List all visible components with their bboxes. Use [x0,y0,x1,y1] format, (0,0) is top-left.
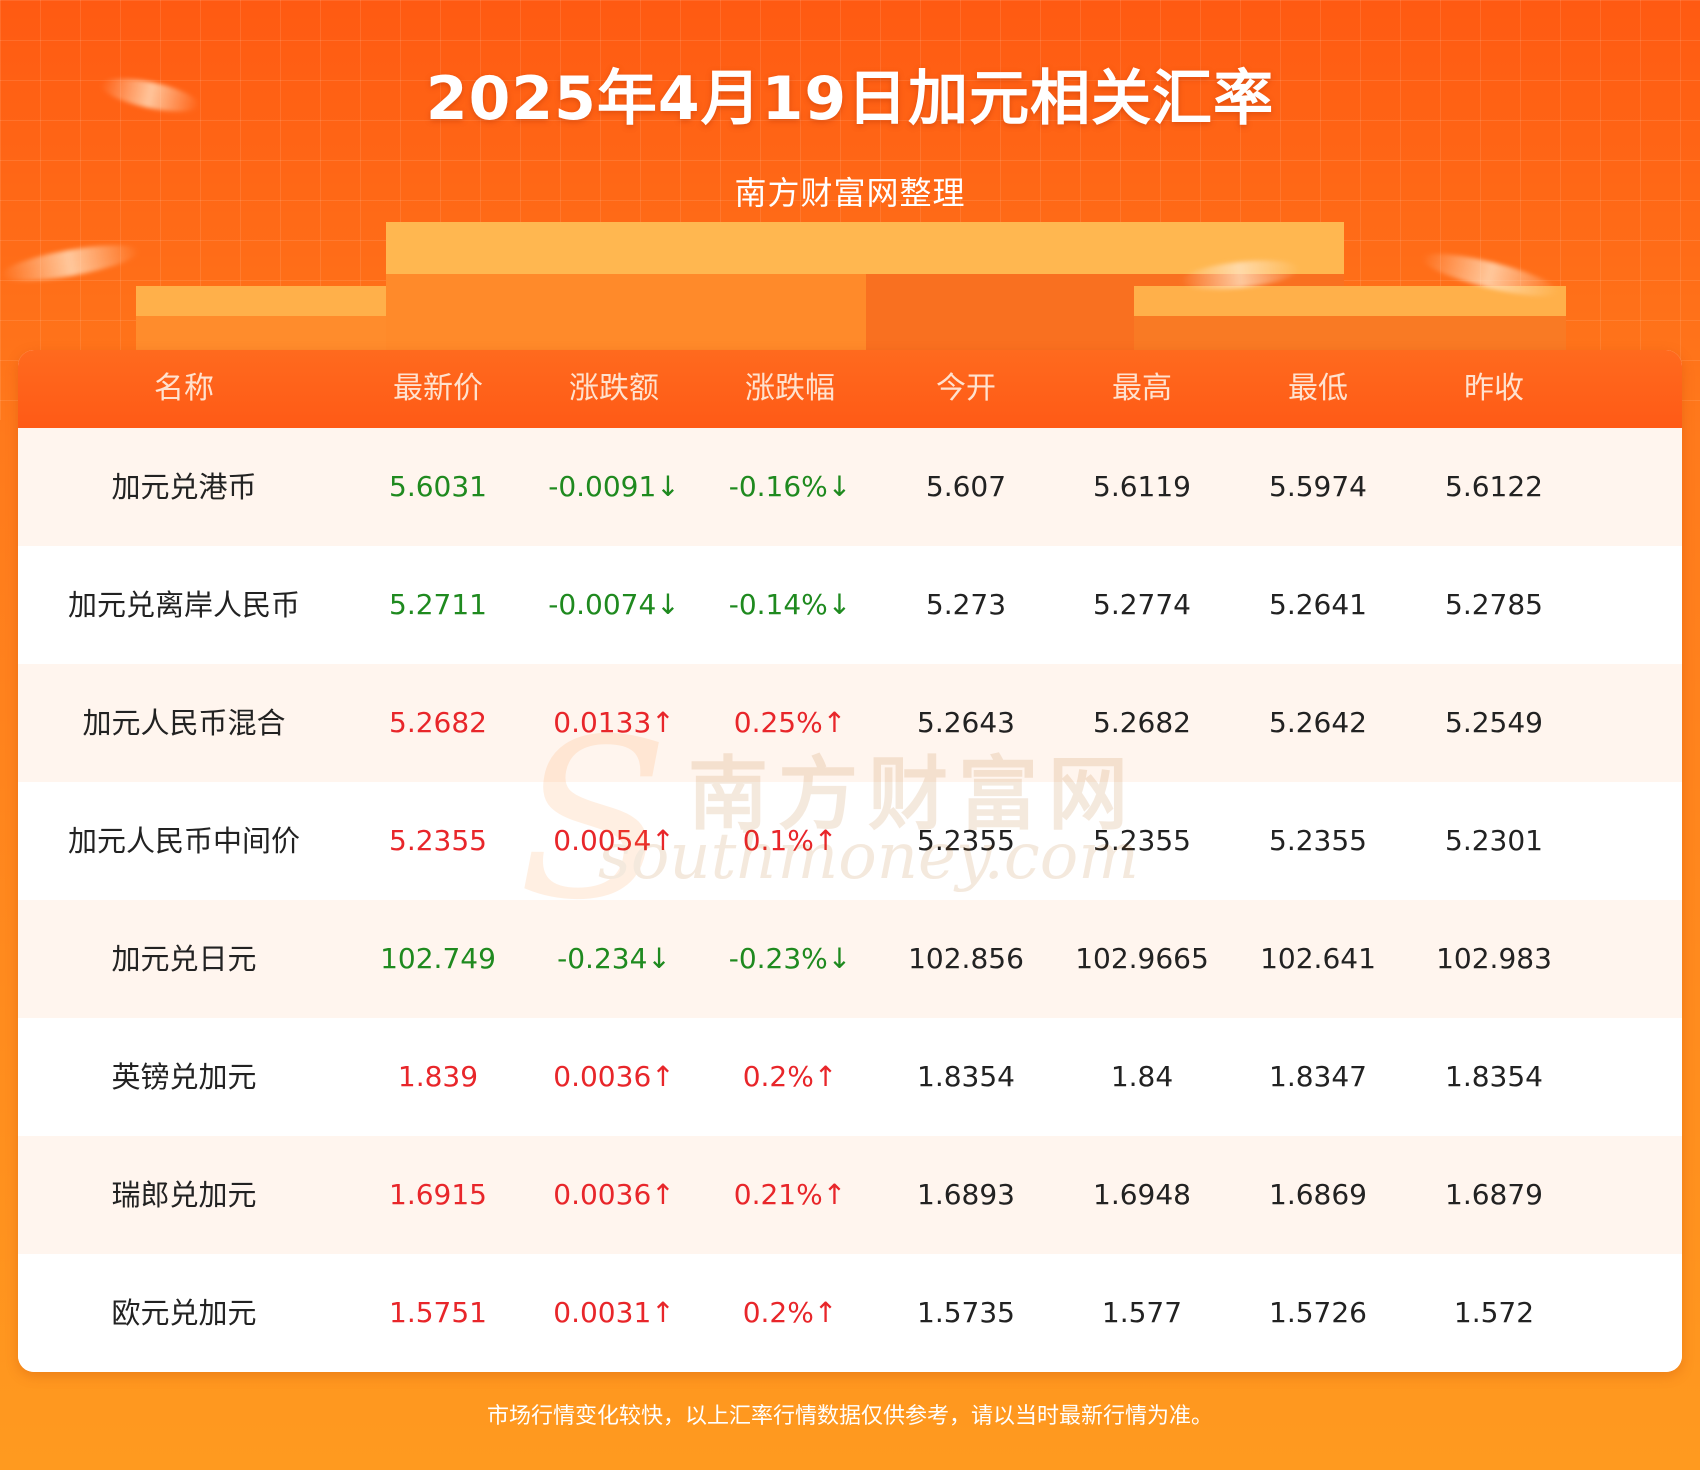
cell-open: 5.2643 [917,706,1015,739]
column-header-change-pct: 涨跌幅 [745,371,835,406]
column-header-latest: 最新价 [393,371,483,406]
cell-low: 1.8347 [1269,1060,1367,1093]
cell-low: 1.5726 [1269,1296,1367,1329]
cell-open: 5.607 [925,470,1007,503]
table-row: 加元人民币混合 5.2682 0.0133↑ 0.25%↑ 5.2643 5.2… [18,664,1682,782]
column-header-high: 最高 [1112,371,1172,406]
column-header-prev-close: 昨收 [1464,371,1524,406]
light-streak [0,238,142,288]
cell-open: 5.273 [925,588,1007,621]
cell-prev-close: 1.6879 [1445,1178,1543,1211]
column-header-change: 涨跌额 [569,371,659,406]
cell-change-pct: -0.16%↓ [728,470,852,503]
cell-open: 1.8354 [917,1060,1015,1093]
cell-low: 5.2641 [1269,588,1367,621]
rate-table: 名称 最新价 涨跌额 涨跌幅 今开 最高 最低 昨收 加元兑港币 5.6031 … [18,350,1682,1372]
cell-prev-close: 5.2549 [1445,706,1543,739]
cell-latest: 102.749 [380,942,496,975]
table-row: 欧元兑加元 1.5751 0.0031↑ 0.2%↑ 1.5735 1.577 … [18,1254,1682,1372]
cell-high: 1.84 [1110,1060,1174,1093]
cell-high: 1.577 [1101,1296,1183,1329]
cell-prev-close: 5.6122 [1445,470,1543,503]
cell-change-pct: -0.23%↓ [728,942,852,975]
cell-change: -0.0074↓ [548,588,680,621]
cell-latest: 1.6915 [389,1178,487,1211]
cell-low: 1.6869 [1269,1178,1367,1211]
cell-prev-close: 5.2301 [1445,824,1543,857]
cell-low: 5.5974 [1269,470,1367,503]
disclaimer-note: 市场行情变化较快，以上汇率行情数据仅供参考，请以当时最新行情为准。 [486,1404,1213,1429]
cell-prev-close: 5.2785 [1445,588,1543,621]
cell-change: 0.0036↑ [553,1060,675,1093]
cell-open: 1.5735 [917,1296,1015,1329]
cell-change-pct: 0.25%↑ [733,706,847,739]
cell-change: -0.0091↓ [548,470,680,503]
table-row: 加元人民币中间价 5.2355 0.0054↑ 0.1%↑ 5.2355 5.2… [18,782,1682,900]
cell-open: 5.2355 [917,824,1015,857]
cell-low: 102.641 [1260,942,1376,975]
cell-latest: 5.2682 [389,706,487,739]
cell-name: 加元人民币中间价 [67,824,300,858]
cell-high: 5.6119 [1093,470,1191,503]
cell-name: 加元兑日元 [111,942,257,976]
cell-low: 5.2355 [1269,824,1367,857]
cell-name: 欧元兑加元 [111,1296,257,1330]
page-subtitle: 南方财富网整理 [734,174,966,212]
table-row: 加元兑日元 102.749 -0.234↓ -0.23%↓ 102.856 10… [18,900,1682,1018]
cell-change-pct: 0.21%↑ [733,1178,847,1211]
cell-latest: 1.5751 [389,1296,487,1329]
column-header-low: 最低 [1288,371,1348,406]
cell-name: 瑞郎兑加元 [111,1178,257,1212]
table-row: 英镑兑加元 1.839 0.0036↑ 0.2%↑ 1.8354 1.84 1.… [18,1018,1682,1136]
cell-high: 102.9665 [1075,942,1209,975]
cell-change-pct: -0.14%↓ [728,588,852,621]
cell-change: 0.0054↑ [553,824,675,857]
cell-high: 5.2682 [1093,706,1191,739]
table-row: 加元兑港币 5.6031 -0.0091↓ -0.16%↓ 5.607 5.61… [18,428,1682,546]
table-body: 加元兑港币 5.6031 -0.0091↓ -0.16%↓ 5.607 5.61… [18,428,1682,1372]
cell-latest: 5.2711 [389,588,487,621]
cell-prev-close: 102.983 [1436,942,1552,975]
cell-change: -0.234↓ [557,942,671,975]
cell-high: 5.2774 [1093,588,1191,621]
cell-change: 0.0036↑ [553,1178,675,1211]
cell-open: 102.856 [908,942,1024,975]
cell-change-pct: 0.2%↑ [742,1296,838,1329]
cell-latest: 5.6031 [389,470,487,503]
cell-latest: 1.839 [397,1060,479,1093]
cell-name: 英镑兑加元 [111,1060,257,1094]
cell-change: 0.0133↑ [553,706,675,739]
column-header-open: 今开 [936,371,996,406]
cell-prev-close: 1.572 [1453,1296,1535,1329]
cell-latest: 5.2355 [389,824,487,857]
cell-name: 加元兑港币 [111,470,257,504]
cell-change-pct: 0.2%↑ [742,1060,838,1093]
table-row: 瑞郎兑加元 1.6915 0.0036↑ 0.21%↑ 1.6893 1.694… [18,1136,1682,1254]
cell-high: 5.2355 [1093,824,1191,857]
cell-low: 5.2642 [1269,706,1367,739]
cell-prev-close: 1.8354 [1445,1060,1543,1093]
cell-name: 加元兑离岸人民币 [67,588,300,622]
page-title: 2025年4月19日加元相关汇率 [425,64,1275,134]
cell-change: 0.0031↑ [553,1296,675,1329]
cell-open: 1.6893 [917,1178,1015,1211]
column-header-name: 名称 [154,371,214,406]
table-row: 加元兑离岸人民币 5.2711 -0.0074↓ -0.14%↓ 5.273 5… [18,546,1682,664]
cell-high: 1.6948 [1093,1178,1191,1211]
cell-name: 加元人民币混合 [82,706,286,740]
cell-change-pct: 0.1%↑ [742,824,838,857]
table-header: 名称 最新价 涨跌额 涨跌幅 今开 最高 最低 昨收 [18,350,1682,428]
